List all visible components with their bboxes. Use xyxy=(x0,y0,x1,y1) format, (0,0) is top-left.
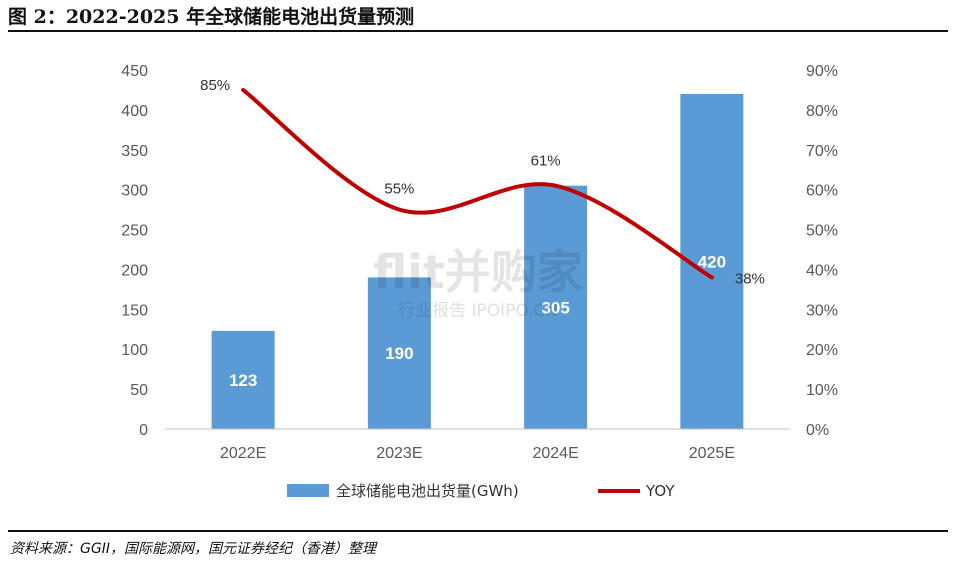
legend-swatch-bars xyxy=(287,484,329,497)
bar-value-label: 123 xyxy=(229,371,257,390)
left-axis-tick: 0 xyxy=(139,422,148,439)
bar-value-label: 190 xyxy=(385,344,413,363)
right-axis-tick: 90% xyxy=(806,63,838,80)
right-axis-tick: 80% xyxy=(806,103,838,120)
bar-2024E xyxy=(524,185,588,429)
bar-value-label: 420 xyxy=(698,252,726,271)
x-axis-category-label: 2025E xyxy=(689,445,735,462)
right-axis-tick: 60% xyxy=(806,183,838,200)
right-axis-tick: 40% xyxy=(806,262,838,279)
left-axis-tick: 250 xyxy=(121,223,148,240)
yoy-value-label: 85% xyxy=(200,77,230,94)
legend-label-bars: 全球储能电池出货量(GWh) xyxy=(336,482,519,500)
left-axis-tick: 350 xyxy=(121,143,148,160)
right-axis-tick: 70% xyxy=(806,143,838,160)
left-axis-tick: 150 xyxy=(121,302,148,319)
right-axis-tick: 20% xyxy=(806,342,838,359)
right-axis-tick: 50% xyxy=(806,223,838,240)
yoy-value-label: 55% xyxy=(384,181,414,198)
yoy-value-label: 38% xyxy=(735,270,765,287)
left-axis-tick: 400 xyxy=(121,103,148,120)
bottom-rule xyxy=(8,530,948,532)
right-axis-tick: 10% xyxy=(806,382,838,399)
source-note: 资料来源：GGII，国际能源网，国元证券经纪（香港）整理 xyxy=(10,541,376,557)
left-axis-tick: 450 xyxy=(121,63,148,80)
left-axis-tick: 100 xyxy=(121,342,148,359)
left-axis-tick: 200 xyxy=(121,262,148,279)
yoy-line xyxy=(241,87,714,280)
legend-label-yoy: YOY xyxy=(645,482,675,500)
bar-2022E xyxy=(211,330,275,429)
watermark-brand: flit并购家 xyxy=(373,245,583,299)
right-axis-tick: 30% xyxy=(806,302,838,319)
x-axis-category-label: 2023E xyxy=(376,445,422,462)
left-axis-tick: 50 xyxy=(130,382,148,399)
right-axis-tick: 0% xyxy=(806,422,829,439)
watermark-tagline: 行业报告 IPOIPO.CN xyxy=(398,301,558,321)
x-axis-category-label: 2024E xyxy=(532,445,578,462)
figure-title: 图 2：2022-2025 年全球储能电池出货量预测 xyxy=(8,6,415,28)
x-axis-category-label: 2022E xyxy=(220,445,266,462)
yoy-value-label: 61% xyxy=(531,153,561,170)
left-axis-tick: 300 xyxy=(121,183,148,200)
bar-2023E xyxy=(367,277,431,429)
bar-value-label: 305 xyxy=(541,298,569,317)
top-rule xyxy=(8,30,948,32)
